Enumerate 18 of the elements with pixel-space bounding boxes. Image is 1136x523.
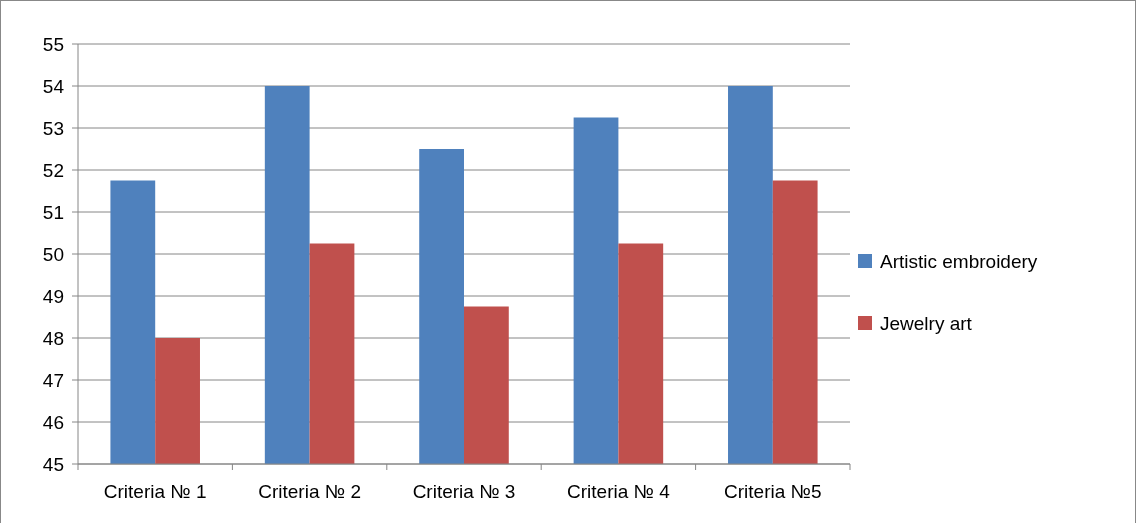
y-tick-label: 55 [42, 33, 64, 55]
y-tick-label: 48 [42, 327, 64, 349]
y-tick-label: 52 [42, 159, 64, 181]
y-tick-label: 53 [42, 117, 64, 139]
y-tick-label: 50 [42, 243, 64, 265]
x-tick-label: Criteria № 4 [567, 481, 671, 502]
x-tick-label: Criteria № 2 [258, 481, 361, 502]
x-tick-label: Criteria № 1 [103, 481, 207, 502]
legend-label: Jewelry art [880, 312, 973, 334]
x-tick-label: Criteria № 3 [412, 481, 516, 502]
y-tick-label: 54 [42, 75, 65, 97]
y-tick-label: 49 [42, 285, 64, 307]
y-tick-label: 51 [42, 201, 64, 223]
y-tick-label: 45 [42, 453, 64, 475]
legend-label: Artistic embroidery [880, 250, 1038, 272]
x-tick-label: Criteria №5 [724, 481, 822, 502]
y-tick-label: 47 [42, 369, 64, 391]
y-tick-label: 46 [42, 411, 64, 433]
